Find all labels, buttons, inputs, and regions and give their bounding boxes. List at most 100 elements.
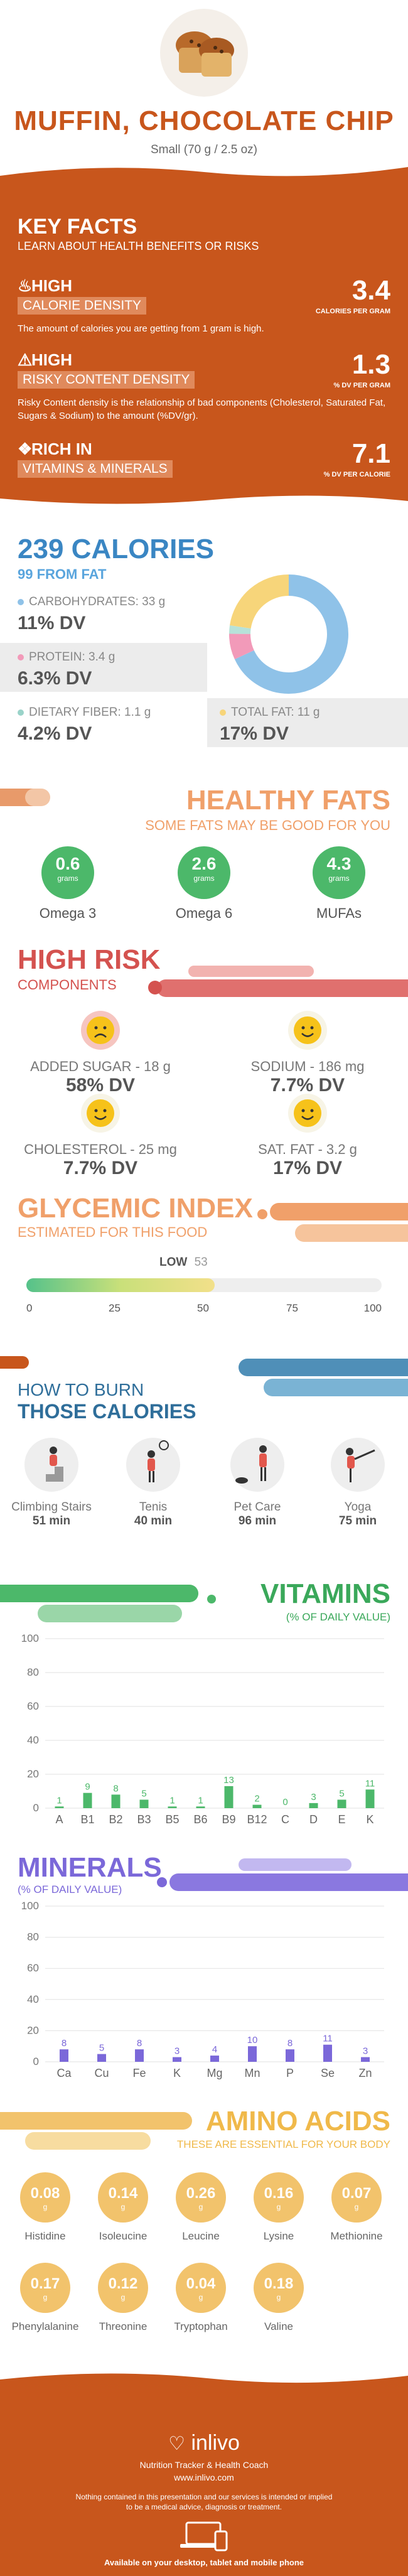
x-tick-label: Cu [94,2067,109,2079]
amino-name: Leucine [182,2230,220,2242]
burn-title-line2: THOSE CALORIES [18,1400,196,1423]
amino-name: Tryptophan [174,2320,228,2332]
yoga-pose-icon [331,1438,385,1492]
key-facts-subtitle: LEARN ABOUT HEALTH BENEFITS OR RISKS [18,240,259,252]
fat-omega6-circle: 2.6 grams [178,846,230,899]
amino-name: Lysine [263,2230,294,2242]
bar-value-label: 8 [62,2038,67,2049]
risk-sat-fat: SAT. FAT - 3.2 g 17% DV [213,1094,402,1179]
burn-calories-section: HOW TO BURN THOSE CALORIES Climbing Stai… [0,1350,408,1563]
y-tick-label: 0 [33,1802,39,1814]
website-link[interactable]: www.inlivo.com [174,2472,234,2482]
x-tick-label: Mn [244,2067,260,2079]
amino-circle: 0.08 g [20,2172,70,2223]
amino-unit: g [276,2293,281,2302]
x-tick-label: E [338,1813,345,1826]
bar-value-label: 1 [56,1795,62,1806]
x-tick-label: D [309,1813,318,1826]
bar-E [337,1799,346,1808]
x-tick-label: B9 [222,1813,235,1826]
bar-B2 [111,1794,121,1808]
brand-logo[interactable]: ♡ inlivo [0,2431,408,2455]
bar-Ca [60,2049,68,2062]
x-tick-label: B2 [109,1813,122,1826]
stairs-climber-icon [24,1438,78,1492]
y-tick-label: 60 [27,1962,39,1974]
x-tick-label: B1 [80,1813,94,1826]
vitamins-title: VITAMINS [260,1578,390,1609]
minerals-section: MINERALS (% OF DAILY VALUE) 0 20 40 60 80 100… [0,1840,408,2091]
fat-name: Omega 6 [175,905,233,921]
y-tick-label: 100 [21,1900,39,1912]
glycemic-fill [26,1278,215,1292]
dot-icon [18,598,24,605]
healthy-fats-section: HEALTHY FATS SOME FATS MAY BE GOOD FOR Y… [0,772,408,942]
amino-circle: 0.07 g [331,2172,382,2223]
calories-title: 239 CALORIES [18,534,214,564]
fact-label: VITAMINS & MINERALS [18,460,173,478]
tick-label: 100 [363,1302,382,1314]
amino-name: Histidine [24,2230,66,2242]
decor-bar [25,789,50,806]
activity-name: Climbing Stairs [11,1501,92,1514]
fat-unit: grams [328,874,350,883]
glycemic-reading: LOW 53 [159,1256,208,1269]
key-facts-title: KEY FACTS [18,215,137,239]
bar-D [309,1803,318,1808]
bar-value-label: 4 [212,2044,217,2055]
footer: ♡ inlivo Nutrition Tracker & Health Coac… [0,2392,408,2576]
amino-value: 0.18 [264,2275,294,2292]
activity-pet-care: Pet Care 96 min [213,1438,301,1528]
glycemic-ticks: 0 25 50 75 100 [26,1302,382,1317]
header: MUFFIN, CHOCOLATE CHIP Small (70 g / 2.5… [0,0,408,182]
amino-subtitle: THESE ARE ESSENTIAL FOR YOUR BODY [176,2138,390,2150]
macronutrient-donut-chart [229,574,348,694]
amino-circle: 0.18 g [254,2263,304,2313]
wave-divider [0,167,408,182]
wave-divider [0,495,408,509]
minerals-bar-chart: 0 20 40 60 80 100 8 Ca 5 Cu 8 Fe 3 K 4 Mg 10 Mn 8 P 11 Se 3 Zn [21,1900,384,2079]
bar-value-label: 8 [287,2038,293,2049]
bar-Mg [210,2056,219,2062]
decor-bar [239,1858,352,1871]
glycemic-value: 53 [194,1256,208,1269]
fat-omega3-circle: 0.6 grams [41,846,94,899]
flame-icon: ♨ [18,276,33,295]
bar-value-label: 3 [363,2046,368,2057]
glycemic-track [26,1278,382,1292]
decor-dot [207,1595,216,1603]
decor-dot [157,1877,167,1887]
nutrient-carbohydrates: CARBOHYDRATES: 33 g 11% DV [0,588,207,637]
decor-bar [0,1356,29,1369]
fat-value: 2.6 [191,854,217,873]
activity-minutes: 40 min [134,1514,173,1528]
sad-face-icon [81,1011,120,1050]
fact-level: RICH IN [31,439,92,458]
dot-icon [18,709,24,716]
decor-dot [257,1209,267,1219]
risk-label: SAT. FAT - 3.2 g [258,1141,357,1157]
wave-divider [0,2373,408,2392]
y-tick-label: 40 [27,1734,39,1746]
bar-value-label: 3 [174,2046,180,2057]
burn-title-line1: HOW TO BURN [18,1380,144,1399]
tick-label: 0 [26,1302,33,1314]
decor-bar [25,2132,151,2150]
bar-value-label: 0 [282,1797,287,1808]
fact-value: 7.1 [352,438,390,469]
tick-label: 25 [109,1302,121,1314]
fact-label: RISKY CONTENT DENSITY [18,371,195,389]
amino-name: Isoleucine [99,2230,148,2242]
amino-unit: g [354,2202,359,2211]
fact-description: The amount of calories you are getting f… [18,323,264,334]
disclaimer: Nothing contained in this presentation a… [75,2492,333,2501]
risk-dv: 17% DV [272,1158,343,1178]
activity-name: Yoga [344,1501,372,1514]
amino-unit: g [198,2202,203,2211]
y-tick-label: 80 [27,1931,39,1943]
bar-B6 [196,1806,205,1808]
fat-name: Omega 3 [39,905,97,921]
amino-unit: g [121,2202,126,2211]
fact-risky-content: ⚠HIGH RISKY CONTENT DENSITY 1.3 % DV PER … [18,350,390,423]
amino-unit: g [43,2202,48,2211]
